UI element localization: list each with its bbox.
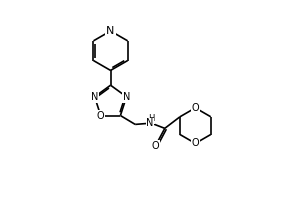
- Text: O: O: [152, 141, 159, 151]
- Text: N: N: [146, 118, 154, 128]
- Text: O: O: [97, 111, 104, 121]
- Text: H: H: [148, 114, 155, 123]
- Text: N: N: [123, 92, 130, 102]
- Text: N: N: [91, 92, 98, 102]
- Text: N: N: [106, 26, 115, 36]
- Text: O: O: [191, 138, 199, 148]
- Text: O: O: [191, 103, 199, 113]
